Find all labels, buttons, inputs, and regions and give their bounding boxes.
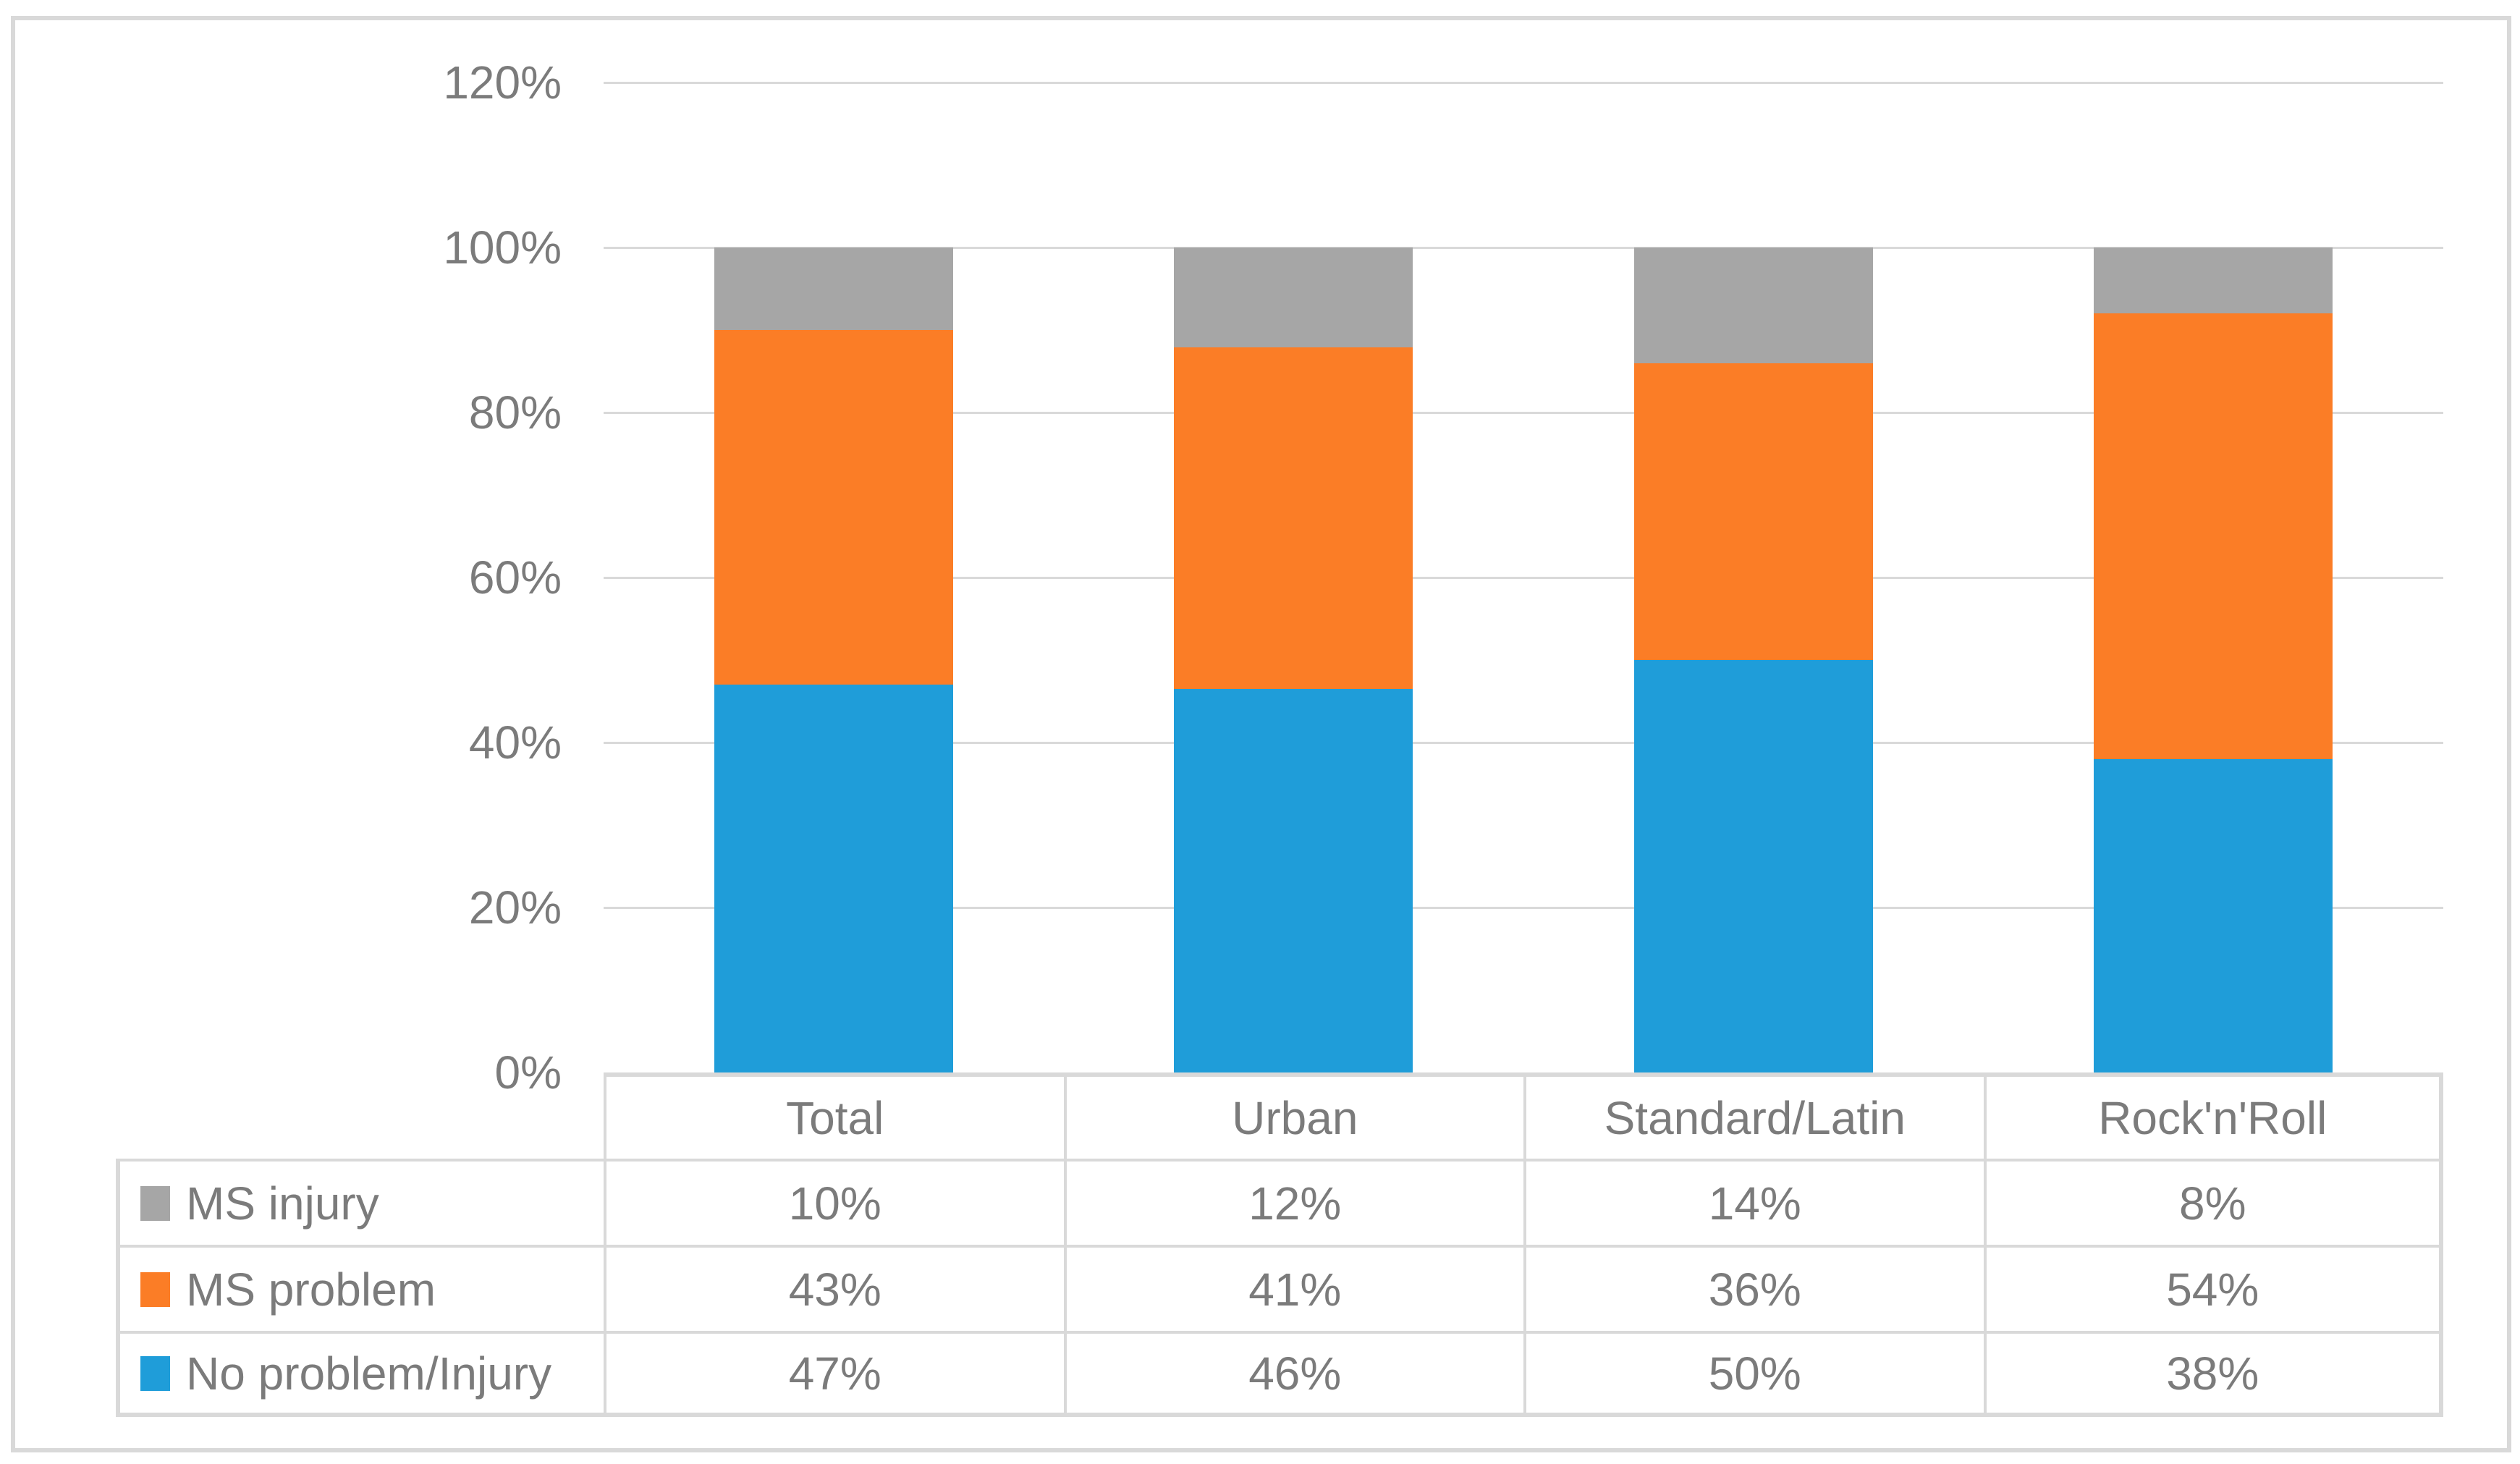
y-gridline-40 [604,741,2443,744]
value-cell-ms-problem-rock-n-roll: 54% [1983,1245,2443,1331]
value-cell-ms-injury-standard-latin: 14% [1523,1159,1984,1245]
bar-segment-rock-n-roll-ms-injury [2094,247,2333,314]
table-header-total: Total [604,1072,1064,1159]
y-tick-label: 60% [468,551,562,604]
bar-segment-total-ms-problem [714,330,953,685]
value-cell-ms-injury-urban: 12% [1063,1159,1523,1245]
value-cell-ms-problem-total: 43% [604,1245,1064,1331]
table-header-urban: Urban [1063,1072,1523,1159]
y-gridline-120 [604,81,2443,84]
y-tick-label: 80% [468,386,562,439]
plot-area [604,81,2443,1072]
value-cell-ms-problem-urban: 41% [1063,1245,1523,1331]
y-tick-label: 40% [468,716,562,769]
y-tick-label: 100% [443,221,562,274]
chart-data-table: Total Urban Standard/Latin Rock'n'Roll MS in… [116,1072,2443,1417]
series-label: MS injury [186,1177,379,1230]
y-tick-label: 0% [494,1046,562,1099]
table-header-standard-latin: Standard/Latin [1523,1072,1984,1159]
legend-swatch-icon [140,1185,170,1221]
table-header-rock-n-roll: Rock'n'Roll [1983,1072,2443,1159]
bar-segment-rock-n-roll-no-problem-injury [2094,758,2333,1072]
bar-segment-standard-latin-ms-injury [1633,247,1873,363]
legend-swatch-icon [140,1272,170,1307]
bar-segment-total-no-problem-injury [714,685,953,1072]
legend-swatch-icon [140,1355,170,1391]
value-cell-ms-injury-total: 10% [604,1159,1064,1245]
y-tick-label: 20% [468,881,562,934]
legend-row-no-problem-injury: No problem/Injury [116,1331,604,1417]
table-corner-cell [116,1072,604,1159]
legend-row-ms-problem: MS problem [116,1245,604,1331]
series-label: MS problem [186,1263,436,1316]
y-gridline-60 [604,576,2443,579]
y-gridline-100 [604,246,2443,249]
value-cell-ms-injury-rock-n-roll: 8% [1983,1159,2443,1245]
value-cell-no-problem-injury-rock-n-roll: 38% [1983,1331,2443,1417]
bar-segment-urban-no-problem-injury [1174,689,1413,1072]
value-cell-no-problem-injury-total: 47% [604,1331,1064,1417]
legend-row-ms-injury: MS injury [116,1159,604,1245]
value-cell-no-problem-injury-urban: 46% [1063,1331,1523,1417]
bar-segment-total-ms-injury [714,247,953,330]
y-tick-label: 120% [443,56,562,109]
bar-segment-rock-n-roll-ms-problem [2094,313,2333,759]
y-gridline-80 [604,411,2443,414]
bar-segment-standard-latin-ms-problem [1633,363,1873,660]
y-gridline-20 [604,906,2443,909]
series-label: No problem/Injury [186,1347,552,1400]
bar-segment-standard-latin-no-problem-injury [1633,660,1873,1072]
bar-segment-urban-ms-problem [1174,347,1413,690]
bar-segment-urban-ms-injury [1174,247,1413,348]
value-cell-ms-problem-standard-latin: 36% [1523,1245,1984,1331]
value-cell-no-problem-injury-standard-latin: 50% [1523,1331,1984,1417]
